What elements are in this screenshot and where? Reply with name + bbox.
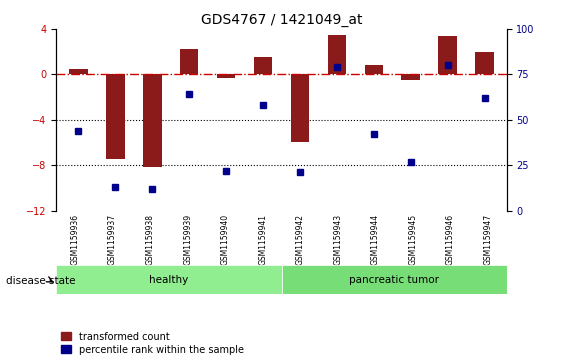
FancyBboxPatch shape [56, 265, 282, 294]
Text: GSM1159939: GSM1159939 [183, 214, 192, 265]
Bar [254, 57, 272, 74]
Bar [365, 65, 383, 74]
Text: pancreatic tumor: pancreatic tumor [349, 274, 439, 285]
Text: GSM1159936: GSM1159936 [70, 214, 79, 265]
Bar [328, 35, 346, 74]
Bar [180, 49, 198, 74]
Bar [439, 36, 457, 74]
Text: GSM1159946: GSM1159946 [446, 214, 455, 265]
Bar [143, 74, 162, 167]
Bar [291, 74, 309, 143]
Text: GSM1159940: GSM1159940 [221, 214, 230, 265]
Text: GSM1159937: GSM1159937 [108, 214, 117, 265]
Text: GSM1159943: GSM1159943 [333, 214, 342, 265]
Bar [475, 52, 494, 74]
Legend: transformed count, percentile rank within the sample: transformed count, percentile rank withi… [61, 331, 244, 355]
FancyBboxPatch shape [282, 265, 507, 294]
Bar [217, 74, 235, 78]
Title: GDS4767 / 1421049_at: GDS4767 / 1421049_at [201, 13, 362, 26]
Bar [401, 74, 420, 80]
Text: healthy: healthy [149, 274, 189, 285]
Bar [69, 69, 88, 74]
Text: GSM1159947: GSM1159947 [484, 214, 493, 265]
Text: GSM1159941: GSM1159941 [258, 214, 267, 265]
Text: GSM1159944: GSM1159944 [371, 214, 380, 265]
Text: GSM1159938: GSM1159938 [146, 214, 155, 265]
Text: disease state: disease state [6, 276, 75, 286]
Bar [106, 74, 124, 159]
Text: GSM1159942: GSM1159942 [296, 214, 305, 265]
Text: GSM1159945: GSM1159945 [408, 214, 417, 265]
